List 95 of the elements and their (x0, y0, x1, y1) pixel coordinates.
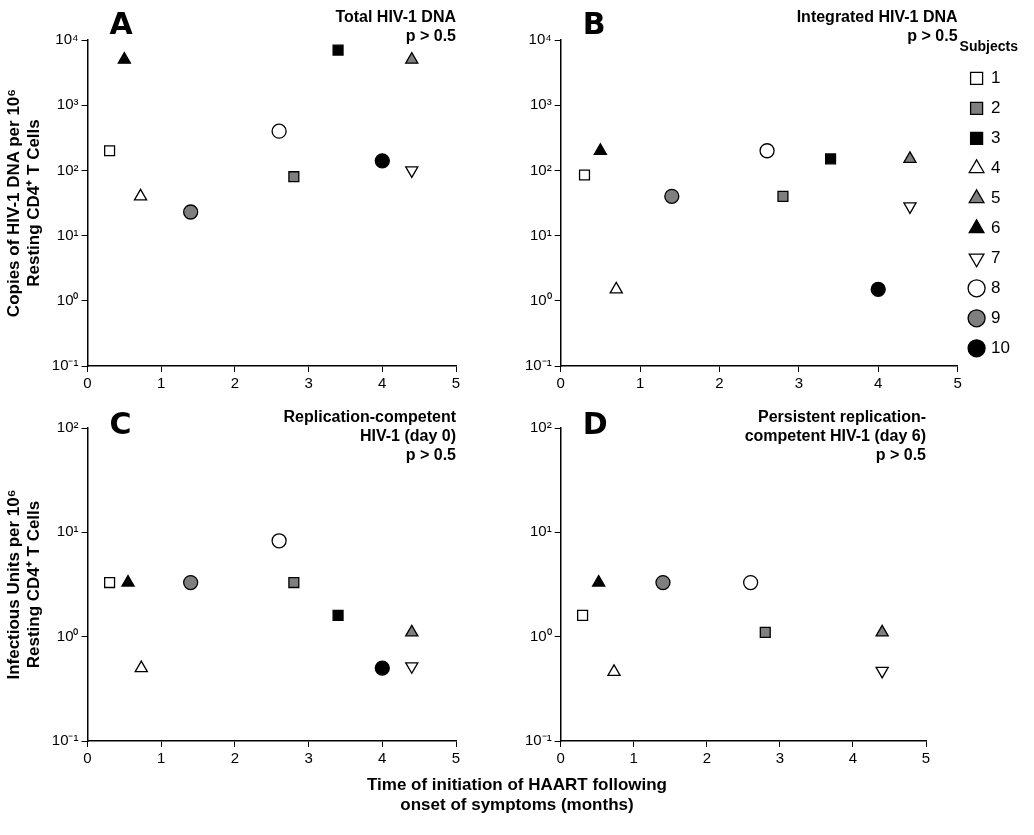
x-tick-label: 4 (848, 749, 858, 767)
point (103, 576, 116, 589)
x-tick-label: 4 (874, 374, 883, 392)
x-tick-label: 2 (715, 374, 724, 392)
y-tick-label: 10¹ (529, 225, 552, 243)
point (405, 624, 419, 637)
y-tick-label: 10² (56, 418, 79, 436)
y-tick-label: 10⁻¹ (524, 731, 552, 749)
y-tick-label: 10³ (56, 95, 79, 113)
legend-label: 10 (991, 337, 1011, 357)
point (607, 664, 621, 676)
x-tick-label: 2 (702, 749, 711, 767)
y-tick-label: 10² (529, 418, 552, 436)
point (183, 574, 199, 591)
x-tick-label: 1 (157, 374, 166, 392)
point (759, 143, 775, 159)
legend-label: 8 (991, 277, 1001, 297)
x-tick-label: 3 (775, 749, 785, 767)
y-tick-label: 10⁻¹ (51, 731, 79, 749)
x-tick-label: 1 (635, 374, 645, 392)
x-tick-label: 2 (230, 749, 240, 767)
chart-subtitle: Total HIV-1 DNA (335, 8, 457, 25)
point (134, 660, 148, 673)
y-tick-label: 10¹ (529, 522, 552, 540)
point (332, 609, 344, 621)
y-tick-label: 10⁰ (529, 290, 552, 308)
y-tick-label: 10⁻¹ (51, 356, 79, 374)
point (664, 188, 680, 204)
annotation: p > 0.5 (405, 446, 457, 463)
y-tick-label: 10⁻¹ (524, 356, 552, 374)
x-tick-label: 1 (629, 749, 638, 767)
chart-title: B (582, 6, 606, 41)
annotation: p > 0.5 (875, 446, 927, 463)
legend-label: 4 (991, 157, 1001, 177)
point (609, 281, 623, 294)
legend-title: Subjects (959, 37, 1019, 54)
x-tick-label: 4 (378, 749, 387, 767)
y-tick-label: 10¹ (56, 225, 79, 243)
point (655, 574, 671, 591)
y-axis-title: Infectious Units per 10⁶ Resting CD4⁺ T Cells (3, 489, 44, 680)
legend-label: 5 (991, 187, 1001, 207)
chart-title: A (109, 6, 134, 41)
legend-label: 3 (991, 127, 1001, 147)
point (578, 169, 591, 181)
x-axis-title: Time of initiation of HAART following onset of symptoms (months) (366, 775, 668, 815)
point (577, 609, 589, 621)
x-tick-label: 3 (304, 749, 313, 767)
legend-label: 1 (991, 67, 1001, 87)
chart-subtitle: Replication-competent HIV-1 (day 0) (283, 408, 457, 444)
y-tick-label: 10² (56, 160, 79, 178)
y-axis-title: Copies of HIV-1 DNA per 10⁶ Resting CD4⁺ T Cells (3, 88, 44, 318)
legend-label: 6 (991, 217, 1001, 237)
x-tick-label: 5 (451, 749, 461, 767)
point (777, 190, 789, 202)
legend-label: 2 (991, 97, 1001, 117)
x-tick-label: 2 (230, 374, 240, 392)
y-tick-label: 10² (529, 160, 552, 178)
chart-subtitle: Persistent replication- competent HIV-1 (day 6) (744, 408, 926, 444)
chart-subtitle: Integrated HIV-1 DNA (796, 8, 959, 25)
x-tick-label: 5 (451, 374, 461, 392)
point (121, 574, 135, 587)
x-tick-label: 1 (157, 749, 166, 767)
annotation: p > 0.5 (907, 27, 958, 44)
chart-title: D (582, 406, 608, 441)
y-tick-label: 10⁰ (56, 626, 79, 644)
x-tick-label: 0 (83, 374, 92, 392)
point (759, 626, 771, 638)
point (743, 574, 759, 591)
chart-title: C (109, 406, 132, 441)
annotation: p > 0.5 (405, 27, 457, 44)
y-tick-label: 10³ (529, 95, 552, 113)
point (824, 153, 837, 165)
y-tick-label: 10⁴ (55, 30, 79, 48)
point (593, 143, 608, 155)
y-tick-label: 10⁰ (56, 290, 79, 308)
point (870, 281, 886, 297)
point (374, 660, 390, 676)
y-tick-label: 10¹ (56, 522, 79, 540)
x-tick-label: 3 (304, 374, 313, 392)
point (591, 574, 606, 587)
legend-label: 9 (991, 307, 1001, 327)
point (271, 533, 287, 549)
x-tick-label: 0 (556, 374, 565, 392)
point (903, 151, 917, 164)
x-tick-label: 0 (83, 749, 92, 767)
x-tick-label: 5 (953, 374, 962, 392)
point (288, 576, 300, 589)
x-tick-label: 5 (921, 749, 931, 767)
legend-label: 7 (991, 247, 1001, 267)
x-tick-label: 0 (556, 749, 565, 767)
point (875, 624, 889, 637)
x-tick-label: 3 (794, 374, 803, 392)
y-tick-label: 10⁴ (528, 30, 552, 48)
y-tick-label: 10⁰ (529, 626, 552, 644)
x-tick-label: 4 (378, 374, 387, 392)
